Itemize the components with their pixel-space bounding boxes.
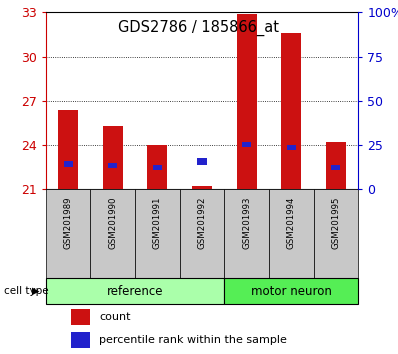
Bar (287, 145, 296, 150)
Bar (64, 161, 72, 166)
Bar (90, 189, 135, 278)
Text: ▶: ▶ (32, 286, 40, 296)
Bar (242, 142, 251, 147)
Bar (153, 165, 162, 170)
Text: motor neuron: motor neuron (251, 285, 332, 298)
Bar (46, 189, 90, 278)
Bar (71, 309, 90, 325)
Text: percentile rank within the sample: percentile rank within the sample (99, 335, 287, 346)
Bar (108, 163, 117, 168)
Bar (326, 142, 346, 189)
Text: GSM201991: GSM201991 (153, 196, 162, 249)
Bar (179, 189, 224, 278)
Text: GSM201995: GSM201995 (332, 196, 340, 249)
Text: GSM201990: GSM201990 (108, 196, 117, 249)
Text: GSM201989: GSM201989 (64, 196, 72, 249)
Bar (147, 145, 168, 189)
Bar (236, 14, 257, 189)
Bar (71, 332, 90, 348)
Text: reference: reference (107, 285, 163, 298)
Bar (281, 33, 301, 189)
Text: GSM201994: GSM201994 (287, 196, 296, 249)
Text: count: count (99, 312, 131, 322)
Bar (269, 189, 314, 278)
Bar (197, 159, 207, 165)
Bar (332, 165, 340, 170)
Text: GSM201993: GSM201993 (242, 196, 251, 249)
Text: GDS2786 / 185866_at: GDS2786 / 185866_at (119, 19, 279, 36)
Bar (192, 187, 212, 189)
Bar (224, 278, 358, 304)
Bar (46, 278, 224, 304)
Bar (314, 189, 358, 278)
Text: GSM201992: GSM201992 (197, 196, 207, 249)
Text: cell type: cell type (4, 286, 49, 296)
Bar (135, 189, 179, 278)
Bar (58, 110, 78, 189)
Bar (224, 189, 269, 278)
Bar (103, 126, 123, 189)
